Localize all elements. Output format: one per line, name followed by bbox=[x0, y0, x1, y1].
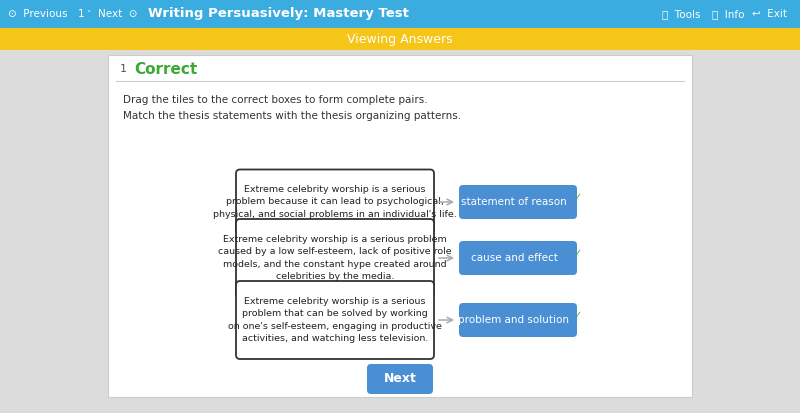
Text: Next: Next bbox=[383, 373, 417, 385]
Text: Next  ⊙: Next ⊙ bbox=[98, 9, 138, 19]
Text: Drag the tiles to the correct boxes to form complete pairs.: Drag the tiles to the correct boxes to f… bbox=[123, 95, 428, 105]
Text: Writing Persuasively: Mastery Test: Writing Persuasively: Mastery Test bbox=[148, 7, 409, 21]
FancyBboxPatch shape bbox=[236, 169, 434, 235]
Text: ˅: ˅ bbox=[86, 9, 90, 19]
FancyBboxPatch shape bbox=[459, 303, 577, 337]
Text: Correct: Correct bbox=[134, 62, 198, 76]
Text: ↩  Exit: ↩ Exit bbox=[752, 9, 787, 19]
FancyBboxPatch shape bbox=[459, 185, 577, 219]
Text: ✓: ✓ bbox=[574, 192, 582, 202]
Text: 1: 1 bbox=[120, 64, 127, 74]
Text: Extreme celebrity worship is a serious
problem because it can lead to psychologi: Extreme celebrity worship is a serious p… bbox=[213, 185, 457, 218]
FancyBboxPatch shape bbox=[367, 364, 433, 394]
Text: ⊙  Previous: ⊙ Previous bbox=[8, 9, 67, 19]
FancyBboxPatch shape bbox=[108, 55, 692, 397]
Text: cause and effect: cause and effect bbox=[470, 253, 558, 263]
FancyBboxPatch shape bbox=[0, 28, 800, 50]
Text: ✓: ✓ bbox=[574, 310, 582, 320]
FancyBboxPatch shape bbox=[459, 241, 577, 275]
Text: ✓: ✓ bbox=[574, 248, 582, 258]
Text: 1: 1 bbox=[78, 9, 85, 19]
Text: problem and solution: problem and solution bbox=[458, 315, 570, 325]
FancyBboxPatch shape bbox=[236, 219, 434, 297]
Text: 🔧  Tools: 🔧 Tools bbox=[662, 9, 701, 19]
Text: Viewing Answers: Viewing Answers bbox=[347, 33, 453, 45]
Text: Extreme celebrity worship is a serious
problem that can be solved by working
on : Extreme celebrity worship is a serious p… bbox=[228, 297, 442, 343]
Text: Match the thesis statements with the thesis organizing patterns.: Match the thesis statements with the the… bbox=[123, 111, 461, 121]
Text: Extreme celebrity worship is a serious problem
caused by a low self-esteem, lack: Extreme celebrity worship is a serious p… bbox=[218, 235, 452, 281]
FancyBboxPatch shape bbox=[236, 281, 434, 359]
FancyBboxPatch shape bbox=[0, 0, 800, 28]
Text: statement of reason: statement of reason bbox=[461, 197, 567, 207]
Text: ⓘ  Info: ⓘ Info bbox=[712, 9, 745, 19]
